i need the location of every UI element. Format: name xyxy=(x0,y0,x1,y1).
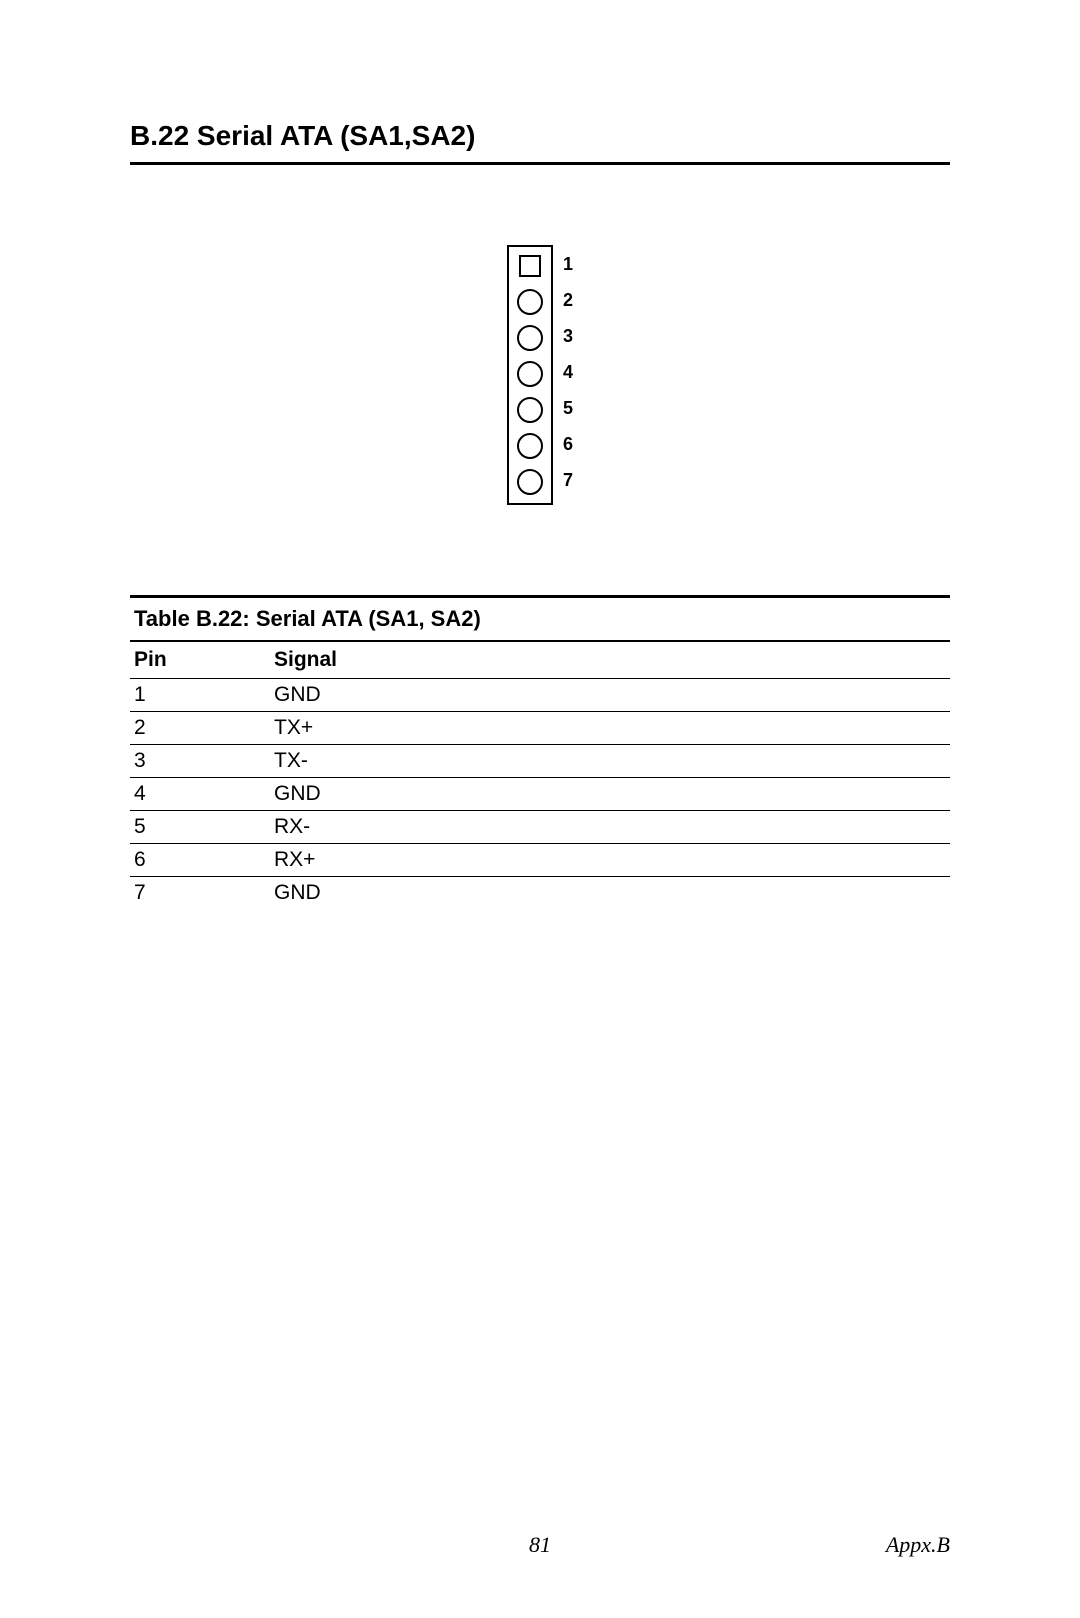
pin-7-label: 7 xyxy=(563,467,573,493)
cell-pin: 3 xyxy=(130,745,270,778)
pin-2-shape xyxy=(517,289,543,315)
pin-4-shape xyxy=(517,361,543,387)
appendix-label: Appx.B xyxy=(886,1532,950,1558)
table-row: 1 GND xyxy=(130,679,950,712)
cell-pin: 6 xyxy=(130,844,270,877)
pin-labels: 1 2 3 4 5 6 7 xyxy=(563,245,573,493)
cell-pin: 4 xyxy=(130,778,270,811)
table-header-row: Pin Signal xyxy=(130,642,950,679)
page: B.22 Serial ATA (SA1,SA2) 1 2 3 4 5 6 7 xyxy=(0,0,1080,1618)
table-row: 7 GND xyxy=(130,877,950,910)
table-row: 5 RX- xyxy=(130,811,950,844)
cell-signal: GND xyxy=(270,778,950,811)
table-row: 2 TX+ xyxy=(130,712,950,745)
pin-7-shape xyxy=(517,469,543,495)
pin-1-label: 1 xyxy=(563,251,573,277)
cell-signal: RX+ xyxy=(270,844,950,877)
table-block: Table B.22: Serial ATA (SA1, SA2) Pin Si… xyxy=(130,595,950,909)
cell-pin: 2 xyxy=(130,712,270,745)
table-row: 6 RX+ xyxy=(130,844,950,877)
pin-table: Pin Signal 1 GND 2 TX+ 3 TX- 4 xyxy=(130,642,950,909)
cell-signal: GND xyxy=(270,679,950,712)
connector-wrap: 1 2 3 4 5 6 7 xyxy=(507,245,573,505)
cell-signal: TX+ xyxy=(270,712,950,745)
pin-6-label: 6 xyxy=(563,431,573,457)
pin-6-shape xyxy=(517,433,543,459)
cell-signal: RX- xyxy=(270,811,950,844)
pin-3-shape xyxy=(517,325,543,351)
pin-1-shape xyxy=(519,255,541,277)
pin-5-shape xyxy=(517,397,543,423)
table-title: Table B.22: Serial ATA (SA1, SA2) xyxy=(130,598,950,642)
table-row: 4 GND xyxy=(130,778,950,811)
col-header-pin: Pin xyxy=(130,642,270,679)
table-row: 3 TX- xyxy=(130,745,950,778)
pin-2-label: 2 xyxy=(563,287,573,313)
page-footer: 81 Appx.B xyxy=(130,1532,950,1558)
cell-pin: 7 xyxy=(130,877,270,910)
col-header-signal: Signal xyxy=(270,642,950,679)
connector-box xyxy=(507,245,553,505)
page-number: 81 xyxy=(529,1532,551,1558)
pin-4-label: 4 xyxy=(563,359,573,385)
pin-5-label: 5 xyxy=(563,395,573,421)
cell-signal: TX- xyxy=(270,745,950,778)
cell-signal: GND xyxy=(270,877,950,910)
pin-3-label: 3 xyxy=(563,323,573,349)
cell-pin: 1 xyxy=(130,679,270,712)
connector-diagram: 1 2 3 4 5 6 7 xyxy=(130,245,950,505)
section-title: B.22 Serial ATA (SA1,SA2) xyxy=(130,120,950,165)
cell-pin: 5 xyxy=(130,811,270,844)
